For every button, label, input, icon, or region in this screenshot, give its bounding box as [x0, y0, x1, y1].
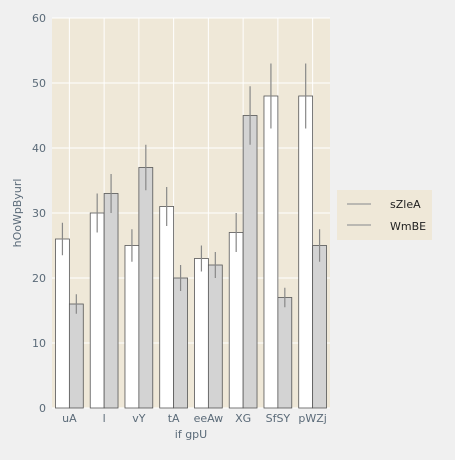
bar-WmBE-uA — [68, 303, 84, 409]
bar-sZleA-vY — [124, 245, 140, 409]
x-tick-label: XG — [235, 412, 251, 425]
bar-sZleA-uA — [55, 238, 70, 409]
bars — [55, 95, 327, 409]
legend-label-WmBE: WmBE — [390, 220, 426, 233]
bar-sZleA-tA — [159, 206, 175, 409]
error-bars — [61, 63, 321, 314]
x-tick-label: tA — [168, 412, 180, 425]
x-tick-label: vY — [132, 412, 146, 425]
x-tick-label: l — [103, 412, 106, 425]
x-axis-title: if gpU — [175, 428, 207, 441]
y-tick-label: 0 — [39, 402, 46, 415]
legend-box — [337, 190, 432, 240]
bar-sZleA-XG — [228, 232, 244, 409]
bar-sZleA-pWZj — [298, 95, 314, 409]
x-tick-label: uA — [62, 412, 77, 425]
y-axis-title: hOoWpByurl — [11, 179, 24, 248]
legend-label-sZleA: sZleA — [390, 198, 421, 211]
y-tick-label: 30 — [32, 207, 46, 220]
x-tick-label: pWZj — [298, 412, 326, 425]
y-axis-ticks: 0 10 20 30 40 50 60 — [32, 12, 46, 415]
y-tick-label: 40 — [32, 142, 46, 155]
y-tick-label: 20 — [32, 272, 46, 285]
y-tick-label: 10 — [32, 337, 46, 350]
bar-WmBE-l — [103, 193, 119, 409]
bar-WmBE-XG — [242, 115, 258, 409]
bar-sZleA-eeAw — [194, 258, 209, 409]
bar-WmBE-eeAw — [207, 264, 223, 409]
y-tick-label: 60 — [32, 12, 46, 25]
legend: sZleA WmBE — [337, 190, 432, 240]
y-tick-label: 50 — [32, 77, 46, 90]
bar-WmBE-SfSY — [277, 297, 293, 409]
bar-WmBE-tA — [173, 277, 188, 409]
bar-sZleA-SfSY — [263, 95, 279, 409]
bar-sZleA-l — [89, 212, 105, 409]
bar-WmBE-pWZj — [312, 245, 327, 409]
x-tick-label: eeAw — [194, 412, 224, 425]
bar-WmBE-vY — [138, 167, 154, 409]
x-axis-ticks: uA l vY tA eeAw XG SfSY pWZj — [62, 412, 327, 425]
x-tick-label: SfSY — [266, 412, 291, 425]
